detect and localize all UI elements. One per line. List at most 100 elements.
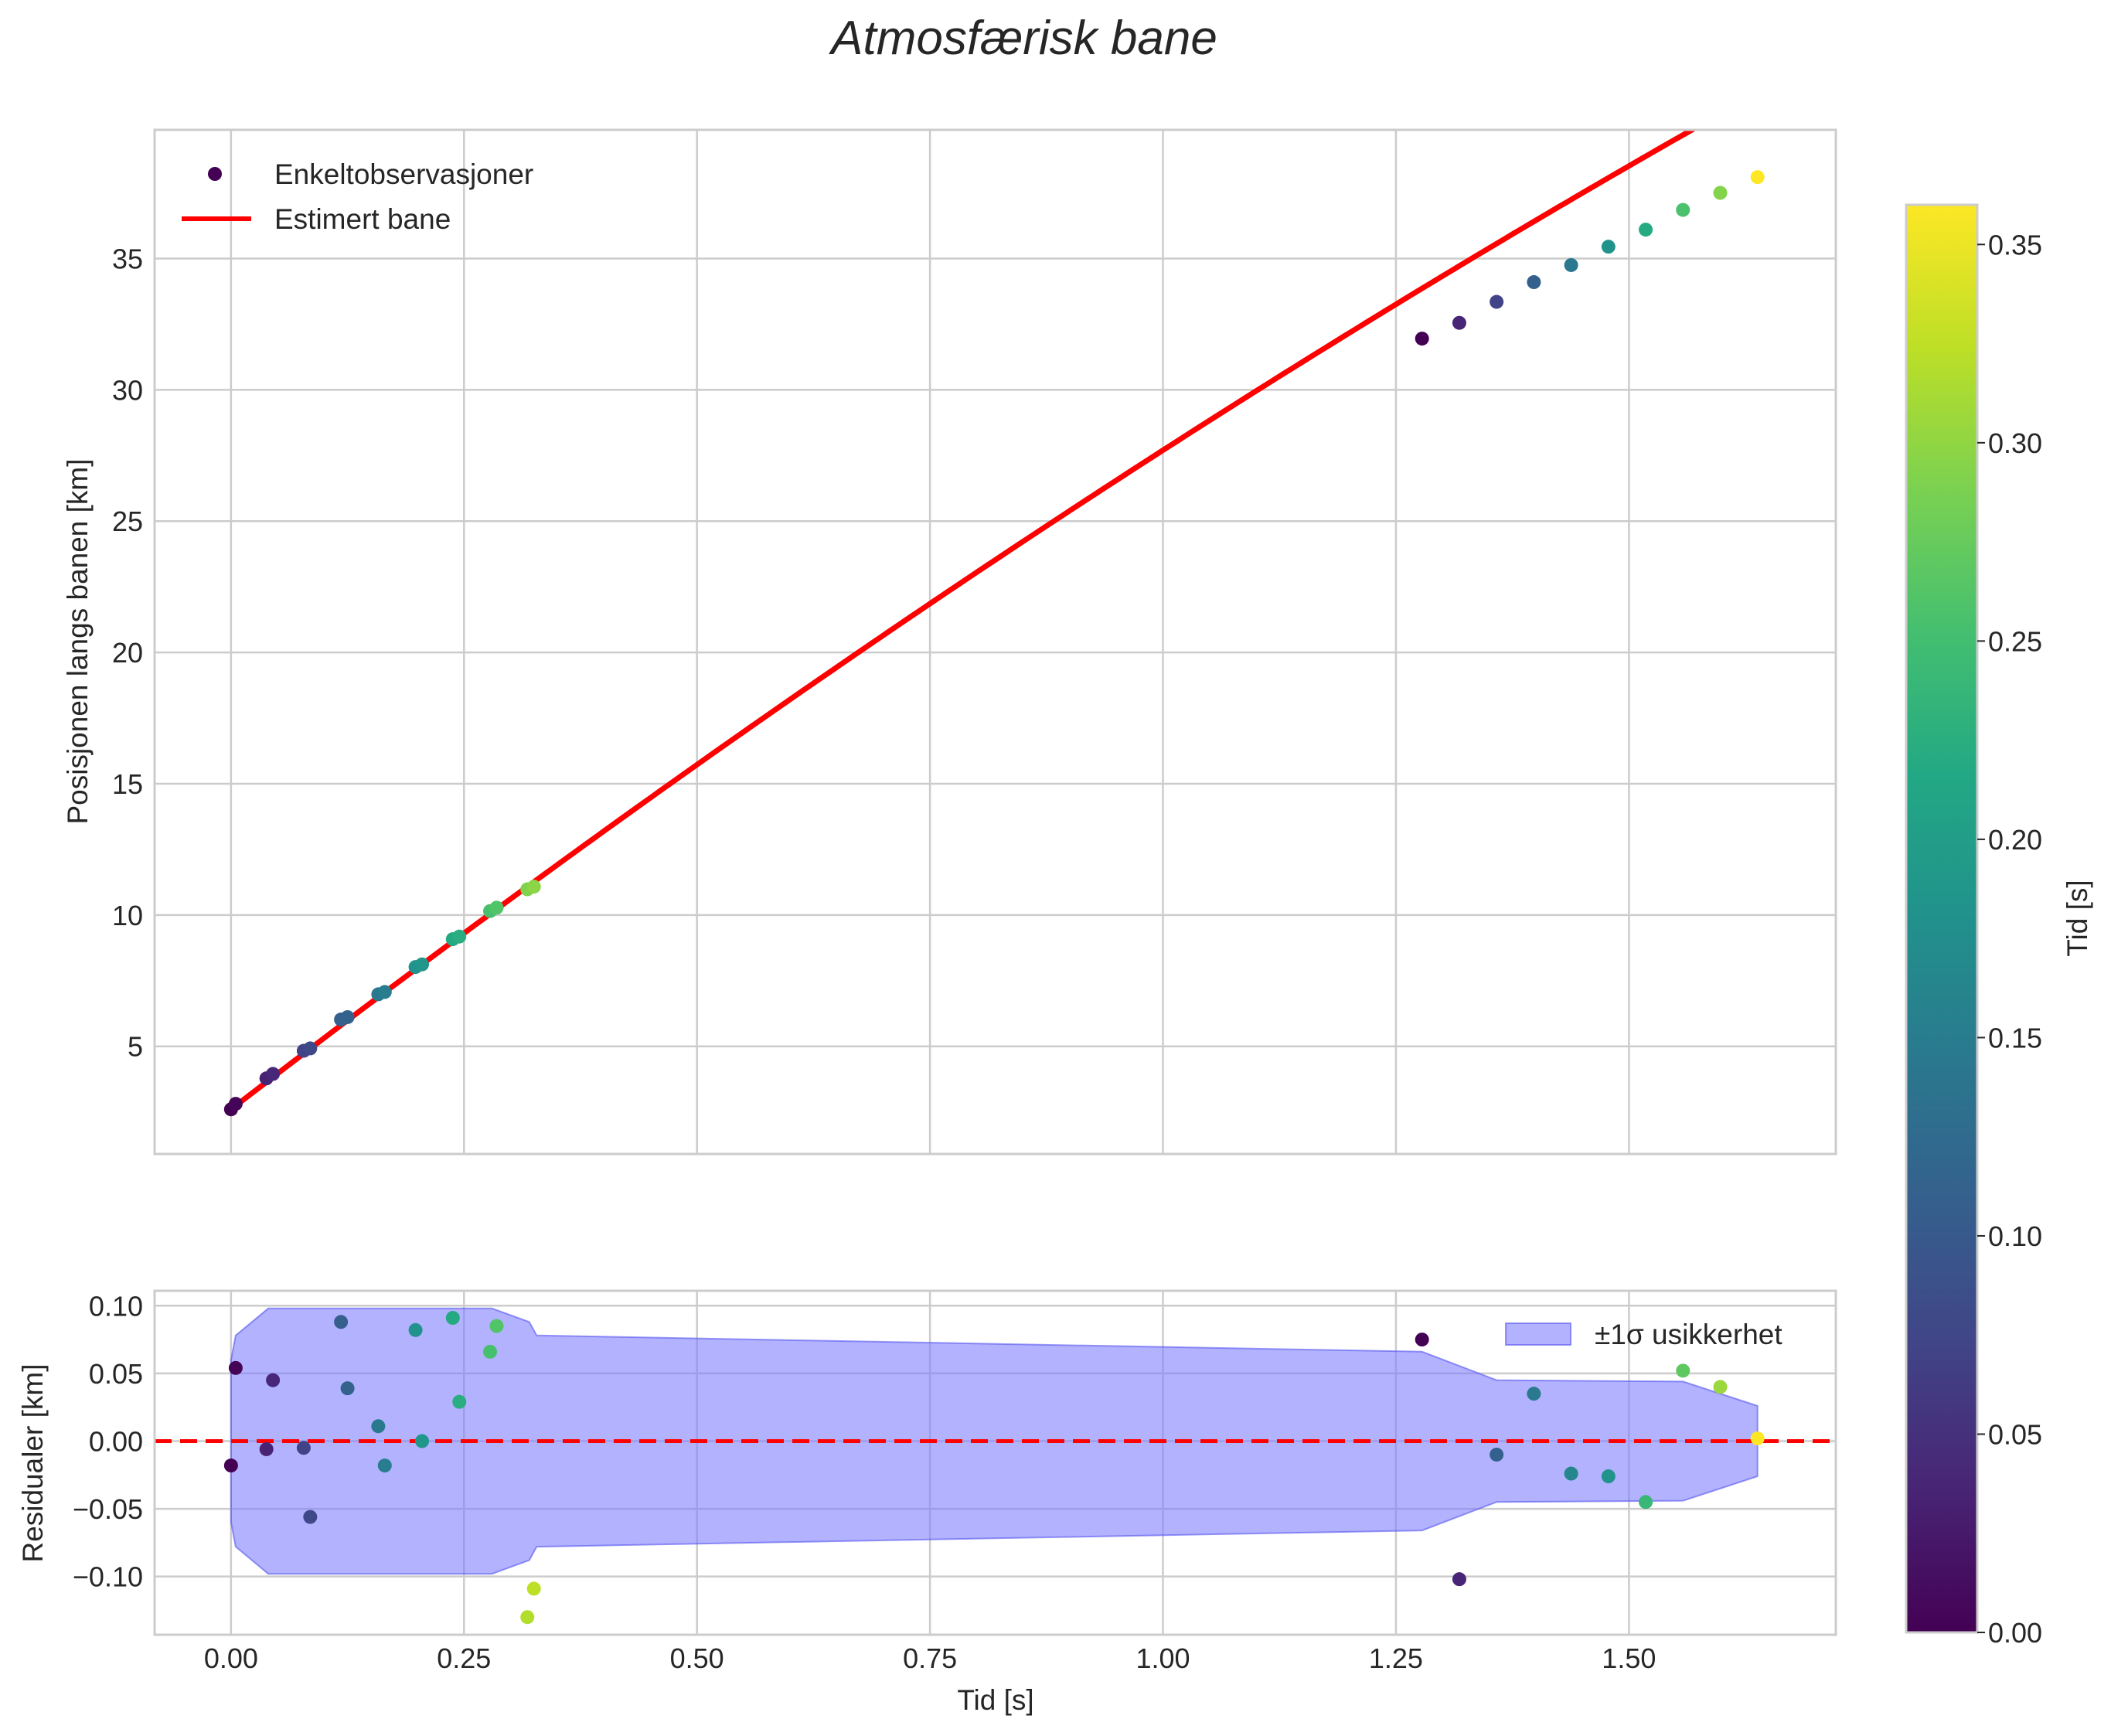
residual-point — [340, 1381, 355, 1396]
bottom-x-tick-label: 1.00 — [1136, 1642, 1190, 1674]
observation-point — [377, 985, 392, 999]
top-y-tick-label: 30 — [112, 374, 143, 406]
observation-point — [303, 1041, 318, 1056]
observation-point — [1676, 203, 1691, 217]
bottom-y-tick-label: −0.10 — [73, 1561, 143, 1593]
colorbar-ticks: 0.00 0.05 0.10 0.15 0.20 0.25 0.30 0.35 — [1977, 229, 2042, 1649]
bottom-y-tick-label: −0.05 — [73, 1493, 143, 1525]
estimated-path-line — [228, 130, 1697, 1112]
figure-title: Atmosfærisk bane — [828, 12, 1217, 65]
legend-label-estimated-path: Estimert bane — [274, 203, 451, 235]
observation-point — [1452, 315, 1466, 330]
legend-marker-observations — [208, 167, 222, 181]
observation-point — [1527, 275, 1541, 290]
bottom-x-tick-label: 1.25 — [1369, 1642, 1423, 1674]
residual-point — [1639, 1495, 1653, 1510]
top-y-ticks: 5 10 15 20 25 30 35 — [112, 243, 143, 1062]
residual-point — [334, 1315, 349, 1329]
bottom-x-tick-label: 0.75 — [903, 1642, 957, 1674]
bottom-legend: ±1σ usikkerhet — [1505, 1319, 1782, 1350]
residual-point — [452, 1394, 467, 1409]
bottom-y-ticks: −0.10 −0.05 0.00 0.05 0.10 — [73, 1290, 143, 1592]
residual-point — [1527, 1387, 1541, 1401]
bottom-panel: −0.10 −0.05 0.00 0.05 0.10 0.00 0.25 0.50 0.75 1… — [17, 1289, 1837, 1716]
bottom-x-tick-label: 0.25 — [437, 1642, 491, 1674]
colorbar-tick-label: 0.25 — [1988, 625, 2042, 657]
observation-point — [228, 1097, 243, 1111]
residual-point — [1713, 1380, 1728, 1394]
residual-point — [1676, 1363, 1691, 1378]
residual-point — [1564, 1466, 1578, 1481]
observation-point — [1564, 257, 1578, 272]
residual-point — [408, 1322, 423, 1337]
residual-point — [228, 1360, 243, 1375]
bottom-y-tick-label: 0.10 — [89, 1290, 143, 1322]
colorbar: 0.00 0.05 0.10 0.15 0.20 0.25 0.30 0.35 Tid [s] — [1905, 203, 2093, 1649]
colorbar-tick-label: 0.15 — [1988, 1022, 2042, 1054]
bottom-y-tick-label: 0.05 — [89, 1358, 143, 1390]
observation-point — [1415, 332, 1429, 346]
top-y-axis-label: Posisjonen langs banen [km] — [62, 458, 94, 824]
top-y-tick-label: 25 — [112, 505, 143, 537]
top-plot-background — [155, 130, 1836, 1154]
observation-point — [1713, 186, 1728, 200]
colorbar-tick-label: 0.35 — [1988, 229, 2042, 260]
colorbar-gradient — [1905, 203, 1979, 1634]
colorbar-tick-label: 0.30 — [1988, 427, 2042, 459]
residual-point — [526, 1581, 541, 1596]
residual-point — [445, 1311, 460, 1326]
legend-marker-uncertainty — [1505, 1322, 1571, 1346]
observation-point — [266, 1067, 281, 1081]
bottom-x-tick-label: 0.50 — [670, 1642, 724, 1674]
observation-point — [1601, 240, 1616, 254]
residual-points — [223, 1311, 1765, 1625]
observation-point — [340, 1009, 355, 1024]
bottom-x-tick-label: 0.00 — [204, 1642, 258, 1674]
residual-point — [1452, 1572, 1466, 1587]
residual-point — [1415, 1333, 1429, 1347]
top-y-tick-label: 20 — [112, 637, 143, 669]
bottom-x-tick-label: 1.50 — [1602, 1642, 1656, 1674]
observation-point — [452, 929, 467, 944]
colorbar-tick-label: 0.05 — [1988, 1418, 2042, 1450]
top-observation-points — [223, 170, 1765, 1117]
top-y-tick-label: 10 — [112, 900, 143, 931]
residual-point — [371, 1419, 386, 1434]
residual-point — [415, 1434, 430, 1448]
bottom-x-axis-label: Tid [s] — [957, 1684, 1033, 1716]
residual-point — [520, 1610, 535, 1625]
bottom-band-layer — [155, 1307, 1836, 1575]
residual-point — [1490, 1447, 1504, 1462]
colorbar-label: Tid [s] — [2062, 880, 2093, 956]
residual-point — [1750, 1431, 1765, 1445]
legend-label-observations: Enkeltobservasjoner — [274, 158, 533, 190]
residual-point — [259, 1442, 274, 1456]
colorbar-tick-label: 0.00 — [1988, 1617, 2042, 1649]
colorbar-tick-label: 0.10 — [1988, 1220, 2042, 1252]
observation-point — [489, 900, 504, 915]
residual-point — [223, 1459, 238, 1473]
observation-point — [415, 957, 430, 972]
top-estimated-path-layer — [228, 130, 1697, 1112]
top-plot-frame — [153, 128, 1837, 1156]
observation-point — [1490, 294, 1504, 309]
top-legend: Enkeltobservasjoner Estimert bane — [182, 158, 533, 235]
bottom-y-tick-label: 0.00 — [89, 1425, 143, 1457]
top-panel: 5 10 15 20 25 30 35 Posisjonen langs banen [km… — [62, 128, 1837, 1156]
legend-label-uncertainty: ±1σ usikkerhet — [1595, 1319, 1782, 1350]
residual-point — [266, 1373, 281, 1387]
top-y-tick-label: 35 — [112, 243, 143, 274]
residual-point — [377, 1459, 392, 1473]
top-y-tick-label: 15 — [112, 768, 143, 800]
residual-point — [1601, 1469, 1616, 1484]
colorbar-tick-label: 0.20 — [1988, 824, 2042, 856]
observation-point — [1750, 170, 1765, 185]
observation-point — [1639, 223, 1653, 237]
bottom-x-ticks: 0.00 0.25 0.50 0.75 1.00 1.25 1.50 — [204, 1642, 1656, 1674]
residual-point — [296, 1441, 311, 1455]
residual-point — [303, 1510, 318, 1524]
uncertainty-band — [230, 1307, 1759, 1575]
residual-point — [483, 1344, 498, 1359]
observation-point — [526, 880, 541, 894]
